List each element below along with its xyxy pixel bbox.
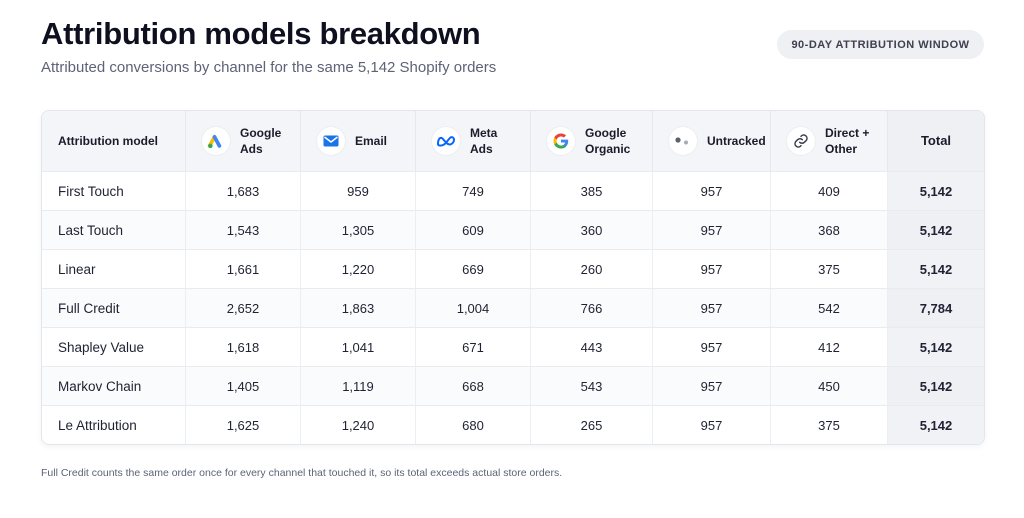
row-model-name: Linear — [42, 249, 186, 288]
table-cell: 368 — [771, 210, 888, 249]
footnote: Full Credit counts the same order once f… — [41, 467, 563, 479]
column-header-untracked[interactable]: Untracked — [653, 111, 771, 171]
table-cell: 542 — [771, 288, 888, 327]
email-icon — [317, 127, 345, 155]
table-cell: 443 — [531, 327, 653, 366]
table-cell: 957 — [653, 366, 771, 405]
table-cell: 1,220 — [301, 249, 416, 288]
table-cell: 1,543 — [186, 210, 301, 249]
table-cell: 671 — [416, 327, 531, 366]
table-cell: 1,863 — [301, 288, 416, 327]
column-header-meta-ads[interactable]: Meta Ads — [416, 111, 531, 171]
attribution-table: Attribution model Google Ads Email — [41, 110, 985, 445]
column-header-google-organic[interactable]: Google Organic — [531, 111, 653, 171]
row-model-name: Last Touch — [42, 210, 186, 249]
table-cell: 957 — [653, 210, 771, 249]
untracked-dots-icon — [669, 127, 697, 155]
table-cell: 385 — [531, 171, 653, 210]
row-model-name: Full Credit — [42, 288, 186, 327]
google-icon — [547, 127, 575, 155]
table-cell: 409 — [771, 171, 888, 210]
table-cell: 450 — [771, 366, 888, 405]
table-cell: 412 — [771, 327, 888, 366]
column-header-label: Meta Ads — [470, 126, 498, 156]
table-cell: 375 — [771, 249, 888, 288]
table-cell: 360 — [531, 210, 653, 249]
row-model-name: Le Attribution — [42, 405, 186, 444]
page-title: Attribution models breakdown — [41, 16, 481, 51]
column-header-email[interactable]: Email — [301, 111, 416, 171]
row-model-name: Shapley Value — [42, 327, 186, 366]
column-header-total[interactable]: Total — [888, 111, 984, 171]
table-cell: 957 — [653, 405, 771, 444]
row-total: 7,784 — [888, 288, 984, 327]
column-header-direct-other[interactable]: Direct + Other — [771, 111, 888, 171]
column-header-label: Direct + Other — [825, 126, 870, 156]
table-cell: 1,240 — [301, 405, 416, 444]
table-cell: 680 — [416, 405, 531, 444]
table-cell: 1,119 — [301, 366, 416, 405]
row-total: 5,142 — [888, 366, 984, 405]
table-cell: 2,652 — [186, 288, 301, 327]
column-header-label: Email — [355, 134, 388, 148]
attribution-window-badge[interactable]: 90-DAY ATTRIBUTION WINDOW — [777, 30, 984, 59]
row-model-name: Markov Chain — [42, 366, 186, 405]
table-cell: 766 — [531, 288, 653, 327]
table-cell: 957 — [653, 327, 771, 366]
column-header-label: Untracked — [707, 134, 766, 148]
table-cell: 1,305 — [301, 210, 416, 249]
google-ads-icon — [202, 127, 230, 155]
table-cell: 1,625 — [186, 405, 301, 444]
row-total: 5,142 — [888, 249, 984, 288]
table-cell: 1,004 — [416, 288, 531, 327]
column-header-label: Google Ads — [240, 126, 282, 156]
table-cell: 260 — [531, 249, 653, 288]
table-grid: Attribution model Google Ads Email — [42, 111, 984, 444]
table-cell: 1,661 — [186, 249, 301, 288]
column-header-google-ads[interactable]: Google Ads — [186, 111, 301, 171]
table-cell: 959 — [301, 171, 416, 210]
table-cell: 265 — [531, 405, 653, 444]
link-icon — [787, 127, 815, 155]
column-header-attribution-model[interactable]: Attribution model — [42, 111, 186, 171]
table-cell: 1,041 — [301, 327, 416, 366]
row-model-name: First Touch — [42, 171, 186, 210]
row-total: 5,142 — [888, 171, 984, 210]
row-total: 5,142 — [888, 210, 984, 249]
table-cell: 957 — [653, 288, 771, 327]
table-cell: 1,618 — [186, 327, 301, 366]
table-cell: 609 — [416, 210, 531, 249]
page-subtitle: Attributed conversions by channel for th… — [41, 59, 497, 76]
table-cell: 1,683 — [186, 171, 301, 210]
table-cell: 957 — [653, 171, 771, 210]
table-cell: 1,405 — [186, 366, 301, 405]
table-cell: 957 — [653, 249, 771, 288]
meta-icon — [432, 127, 460, 155]
column-header-label: Google Organic — [585, 126, 631, 156]
table-cell: 669 — [416, 249, 531, 288]
table-cell: 543 — [531, 366, 653, 405]
row-total: 5,142 — [888, 327, 984, 366]
table-cell: 375 — [771, 405, 888, 444]
row-total: 5,142 — [888, 405, 984, 444]
table-cell: 749 — [416, 171, 531, 210]
table-cell: 668 — [416, 366, 531, 405]
